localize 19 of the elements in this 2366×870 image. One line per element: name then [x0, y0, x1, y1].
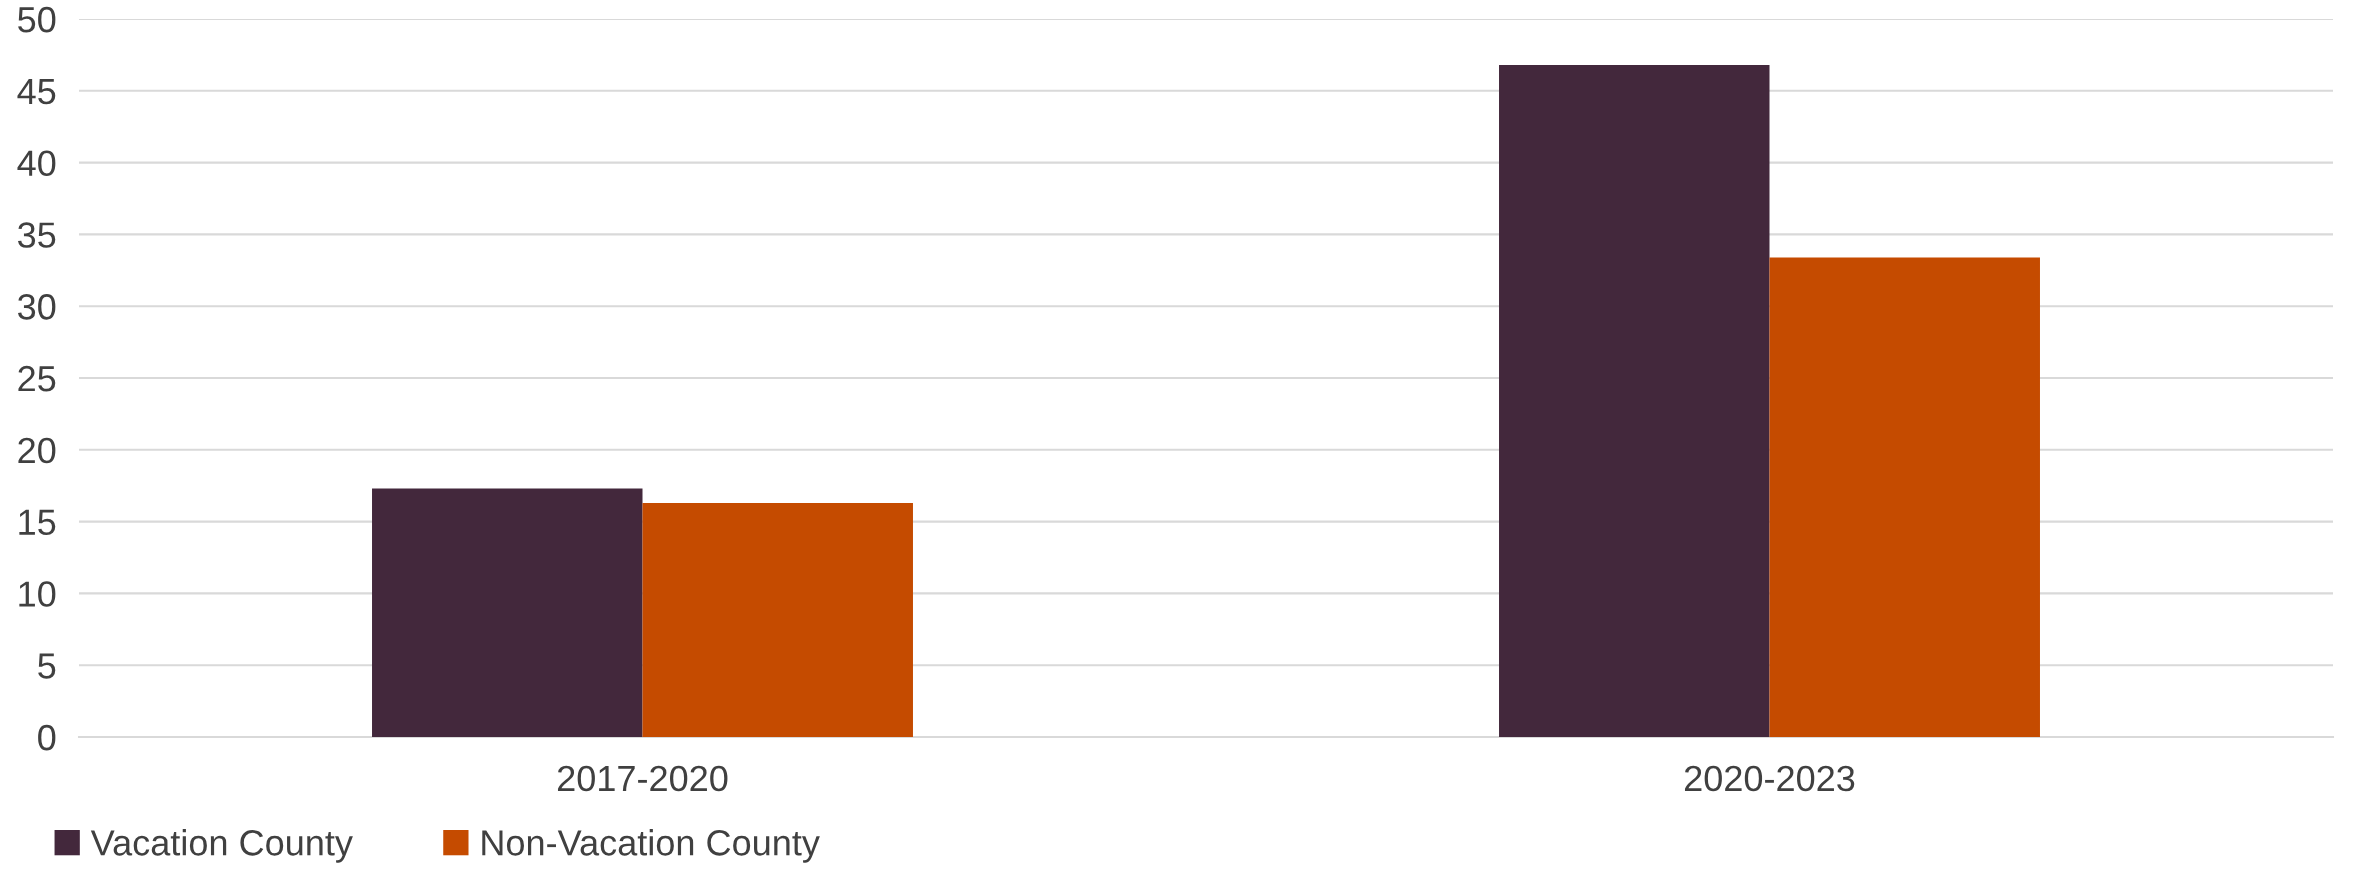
x-tick-label: 2020-2023 — [1684, 765, 1855, 792]
y-tick-label: 0 — [38, 724, 56, 751]
legend-label: Non-Vacation County — [482, 829, 820, 863]
bar — [1499, 64, 1770, 737]
y-tick-label: 5 — [38, 653, 56, 679]
legend-label: Vacation County — [90, 829, 353, 863]
y-tick-label: 45 — [17, 79, 56, 105]
x-tick-label: 2017-2020 — [557, 765, 728, 792]
bar — [372, 488, 643, 737]
bar — [642, 502, 913, 737]
y-tick-label: 15 — [19, 509, 56, 536]
y-tick-label: 25 — [18, 365, 56, 392]
y-tick-label: 40 — [17, 150, 56, 177]
y-tick-label: 20 — [18, 437, 56, 464]
y-tick-label: 10 — [19, 581, 56, 607]
y-tick-label: 35 — [17, 222, 56, 248]
bar — [1769, 257, 2040, 737]
y-tick-label: 50 — [18, 6, 56, 33]
y-tick-label: 30 — [17, 294, 56, 320]
